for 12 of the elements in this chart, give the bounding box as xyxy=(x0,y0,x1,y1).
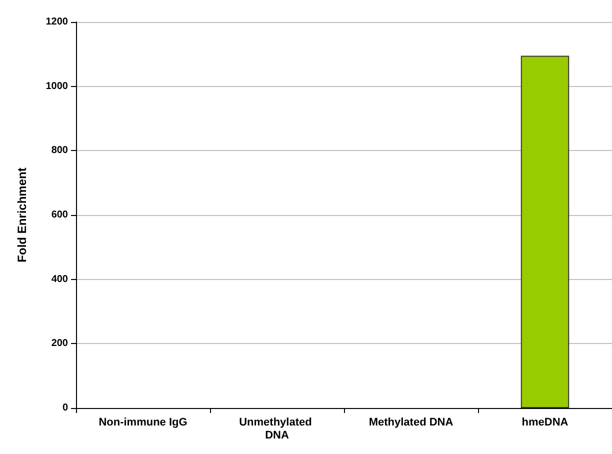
y-tick-label: 400 xyxy=(51,274,68,285)
y-tick-label: 0 xyxy=(62,402,68,414)
y-tick-label: 200 xyxy=(51,338,68,350)
x-tick-label: Unmethylated DNA xyxy=(239,416,315,442)
y-tick-label: 800 xyxy=(51,145,68,156)
y-axis-title: Fold Enrichment xyxy=(15,168,29,262)
x-tick-label: hmeDNA xyxy=(522,416,568,428)
x-tick-label: Methylated DNA xyxy=(368,416,454,428)
y-tick-label: 600 xyxy=(51,210,68,220)
y-tick-label: 1200 xyxy=(46,16,68,28)
y-tick-label: 1000 xyxy=(46,80,68,92)
x-tick-label: Non-immune IgG xyxy=(98,416,188,428)
